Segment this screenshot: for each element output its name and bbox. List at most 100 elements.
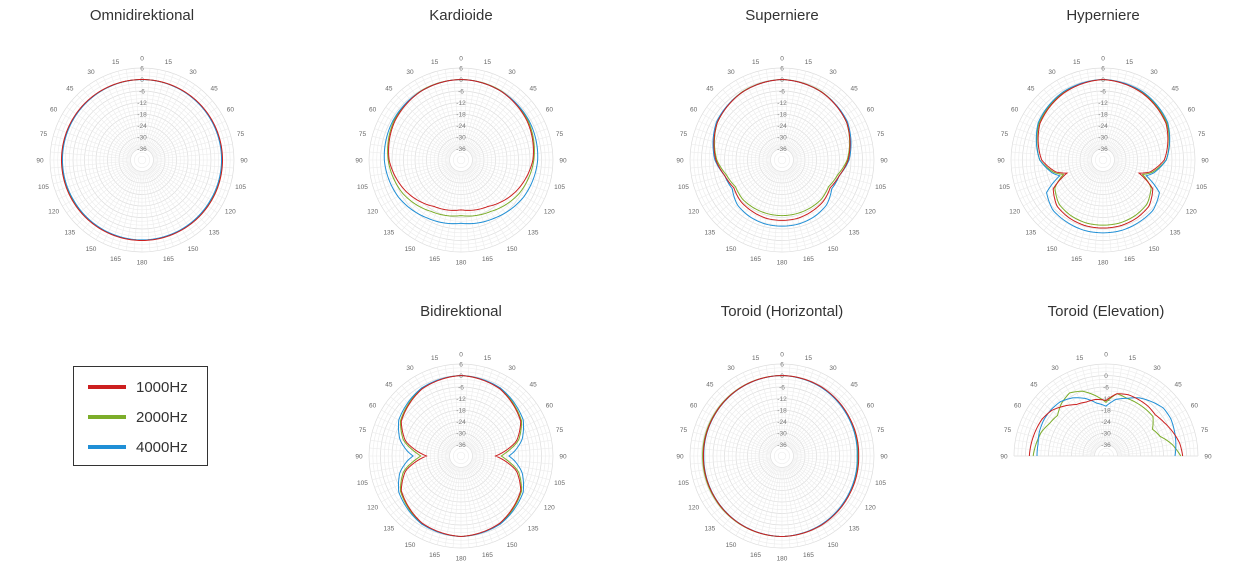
angle-tick-label: 105 [38,184,49,191]
grid-spoke [461,467,470,548]
angle-tick-label: 180 [777,556,788,563]
grid-spoke [461,68,470,149]
grid-spoke [82,89,135,152]
grid-spoke [395,390,454,449]
grid-spoke [462,69,478,149]
grid-spoke [791,402,858,450]
grid-ring [456,155,466,165]
grid-spoke [150,100,213,153]
angle-tick-label: 30 [727,69,735,76]
grid-spoke [395,463,454,522]
grid-spoke [53,135,131,158]
radial-tick-label: 0 [780,373,784,380]
angle-tick-label: 30 [406,365,414,372]
grid-spoke [702,165,773,207]
grid-spoke [55,128,132,157]
chart-toroid-horizontal: Toroid (Horizontal)0 15304560759010512013… [676,303,888,563]
angle-tick-label: 75 [359,131,367,138]
grid-spoke [468,464,521,527]
grid-spoke [62,165,133,207]
angle-tick-label: 15 [1073,59,1081,66]
grid-spoke [1078,171,1101,249]
grid-spoke [414,80,456,151]
grid-spoke [102,170,138,244]
grid-spoke [1037,167,1096,226]
grid-spoke [381,165,452,207]
angle-tick-label: 0 [1104,352,1108,359]
grid-spoke [148,84,196,151]
grid-spoke [95,80,137,151]
angle-tick-label: 120 [688,505,699,512]
radial-tick-label: -12 [1098,100,1108,107]
grid-spoke [716,463,775,522]
angle-tick-labels: 0 153045607590105120135150165180165150135… [355,56,567,267]
angle-tick-label: 30 [829,365,837,372]
grid-spoke [369,456,450,465]
radial-tick-label: 0 [459,77,463,84]
grid-spoke [462,467,478,547]
angle-tick-label: 105 [357,480,368,487]
grid-spoke [1015,439,1095,455]
angle-tick-label: 90 [355,158,363,165]
grid-spoke [750,369,779,446]
grid-spoke [472,447,553,456]
grid-spoke [789,168,842,231]
grid-spoke [1011,151,1092,160]
grid-spoke [147,80,189,151]
angle-tick-label: 120 [367,209,378,216]
radial-tick-label: 0 [780,77,784,84]
grid-spoke [1103,171,1112,252]
angle-tick-label: 135 [528,230,539,237]
grid-spoke [722,89,775,152]
grid-spoke [786,466,822,540]
angle-tick-label: 75 [359,427,367,434]
angle-tick-label: 90 [880,454,888,461]
grid-spoke [385,402,452,450]
series-2000hz [1032,390,1182,457]
grid-spoke [102,76,138,150]
grid-spoke [76,94,135,153]
grid-spoke [151,106,218,154]
grid-spoke [757,467,780,545]
angle-tick-label: 30 [829,69,837,76]
grid-spoke [370,439,450,455]
grid-spoke [711,167,774,220]
grid-spoke [773,171,782,252]
polar-grid [689,67,875,253]
grid-spoke [1117,447,1198,456]
grid-spoke [782,467,791,548]
grid-spoke [1094,68,1103,149]
angle-tick-label: 45 [706,381,714,388]
grid-spoke [374,459,451,488]
grid-spoke [1110,89,1163,152]
grid-spoke [374,128,451,157]
grid-spoke [783,365,799,445]
radial-tick-label: -12 [456,100,466,107]
grid-spoke [1032,167,1095,220]
grid-spoke [793,456,874,465]
grid-ring [452,447,470,465]
angle-tick-label: 0 [459,56,463,63]
grid-spoke [470,165,541,207]
angle-tick-label: 60 [546,403,554,410]
grid-spoke [145,170,174,247]
grid-spoke [429,466,458,543]
grid-spoke [470,462,537,510]
grid-spoke [1107,170,1143,244]
grid-spoke [793,160,874,169]
grid-spoke [1110,94,1169,153]
angle-tick-label: 15 [484,355,492,362]
grid-spoke [146,170,182,244]
grid-spoke [390,167,453,220]
grid-spoke [117,171,140,249]
grid-spoke [1112,113,1183,155]
grid-spoke [785,73,814,150]
grid-spoke [1022,416,1096,452]
radial-tick-label: -6 [139,89,145,96]
angle-tick-label: 75 [680,427,688,434]
grid-spoke [53,162,131,185]
grid-spoke [71,100,134,153]
angle-tick-label: 30 [508,365,516,372]
angle-tick-label: 60 [369,403,377,410]
angle-tick-label: 45 [66,85,74,92]
